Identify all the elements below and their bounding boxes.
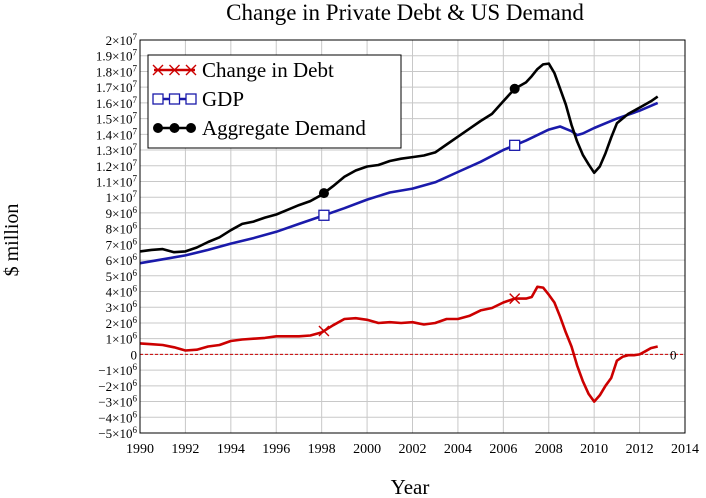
x-tick-label: 2000: [353, 442, 381, 457]
y-tick-labels: 2×1071.9×1071.8×1071.7×1071.6×1071.5×107…: [96, 32, 138, 441]
x-tick-label: 2004: [444, 442, 472, 457]
x-tick-label: 1992: [171, 442, 199, 457]
data-point-aggregate-demand: [509, 83, 520, 94]
y-tick-label: 6×106: [106, 252, 138, 268]
data-point-aggregate-demand: [318, 188, 329, 199]
y-tick-label: 0: [131, 347, 138, 362]
y-tick-label: 1×107: [106, 189, 138, 205]
series-line-gdp: [139, 101, 659, 265]
x-tick-label: 1998: [308, 442, 336, 457]
series-line-aggregate-demand: [139, 62, 659, 254]
y-tick-label: 1.5×107: [96, 111, 138, 127]
x-tick-label: 1994: [217, 442, 245, 457]
y-tick-label: 1.7×107: [96, 79, 138, 95]
y-tick-label: 8×106: [106, 221, 138, 237]
x-tick-labels: 1990 1992 1994 1996 1998 2000 2002 2004 2006 2008…: [126, 442, 699, 457]
legend-label-gdp: GDP: [202, 87, 244, 111]
y-tick-label: 9×106: [106, 205, 138, 221]
y-tick-label: −1×106: [98, 362, 137, 378]
legend-label-aggregate-demand: Aggregate Demand: [202, 116, 366, 140]
y-tick-label: 1.1×107: [96, 173, 138, 189]
legend-marker-aggregate-demand: [186, 123, 196, 133]
legend-marker-gdp: [152, 93, 164, 105]
zero-line-label: 0: [670, 347, 677, 362]
x-tick-label: 1990: [126, 442, 154, 457]
x-axis-label: Year: [391, 475, 430, 498]
series-line-change-in-debt: [139, 285, 658, 403]
x-tick-label: 2002: [399, 442, 427, 457]
legend-marker-change-in-debt: [152, 64, 164, 76]
y-tick-label: 2×106: [106, 315, 138, 331]
y-tick-label: −3×106: [98, 394, 137, 410]
legend-marker-change-in-debt: [169, 64, 180, 76]
y-tick-label: −5×106: [98, 425, 137, 441]
chart-title: Change in Private Debt & US Demand: [226, 0, 584, 25]
series-change-in-debt: [139, 285, 658, 403]
legend: Change in Debt GDP Aggregate Demand: [147, 54, 402, 149]
y-tick-label: 3×106: [106, 299, 138, 315]
series-gdp: [139, 101, 659, 265]
y-axis-label: $ million: [1, 204, 23, 277]
y-tick-label: 1×106: [106, 331, 138, 347]
legend-marker-change-in-debt: [185, 64, 197, 76]
legend-label-change-in-debt: Change in Debt: [202, 58, 334, 82]
y-tick-label: 5×106: [106, 268, 138, 284]
y-tick-label: 7×106: [106, 236, 138, 252]
x-tick-label: 2008: [535, 442, 563, 457]
series-aggregate-demand: [139, 62, 659, 254]
y-tick-label: 1.8×107: [96, 63, 138, 79]
y-tick-label: −2×106: [98, 378, 137, 394]
y-tick-label: 1.3×107: [96, 142, 138, 158]
legend-marker-gdp: [185, 93, 197, 105]
data-point-change-in-debt: [509, 293, 521, 305]
y-tick-label: 4×106: [106, 284, 138, 300]
plot-frame: [139, 39, 686, 434]
legend-marker-aggregate-demand: [169, 123, 180, 133]
data-point-change-in-debt: [318, 325, 330, 337]
data-point-gdp: [509, 139, 521, 151]
zero-line: 0: [140, 347, 685, 362]
data-point-gdp: [318, 209, 330, 221]
x-tick-label: 2010: [580, 442, 608, 457]
legend-marker-aggregate-demand: [153, 123, 163, 133]
y-tick-label: −4×106: [98, 409, 137, 425]
y-tick-label: 1.4×107: [96, 126, 138, 142]
x-tick-label: 2014: [671, 442, 699, 457]
y-tick-label: 1.9×107: [96, 48, 138, 64]
legend-marker-gdp: [168, 93, 181, 105]
x-tick-label: 2012: [626, 442, 654, 457]
y-tick-label: 1.6×107: [96, 95, 138, 111]
series-layer: [139, 62, 659, 403]
y-tick-label: 2×107: [106, 32, 138, 48]
x-tick-label: 1996: [262, 442, 290, 457]
y-tick-label: 1.2×107: [96, 158, 138, 174]
x-tick-label: 2006: [489, 442, 517, 457]
